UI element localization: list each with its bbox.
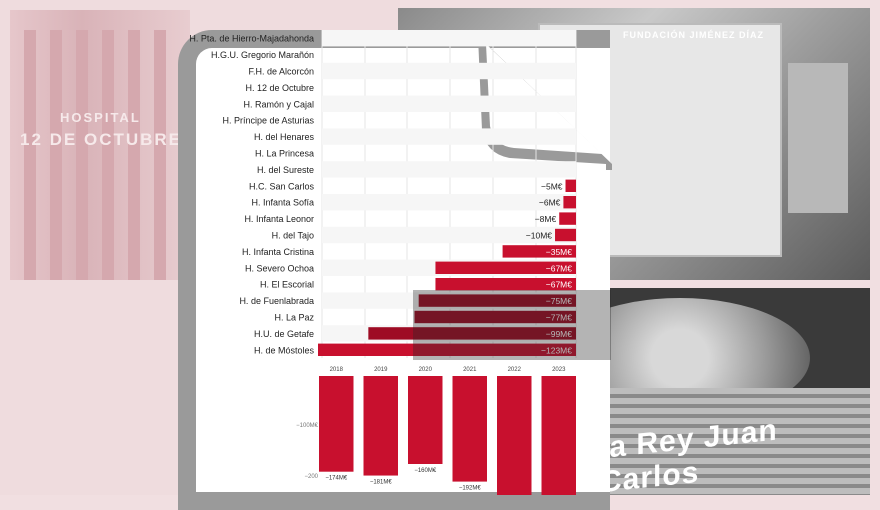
category-label-12: H. del Tajo <box>272 231 314 241</box>
value-label-16: −75M€ <box>546 296 572 306</box>
value-label-14: −67M€ <box>546 263 572 273</box>
hospital-12-octubre-photo: HOSPITAL 12 DE OCTUBRE <box>10 10 190 280</box>
year-value-label-2: −160M€ <box>414 468 437 474</box>
hospital-sign-line1: HOSPITAL <box>60 110 141 125</box>
row-band-0 <box>322 30 576 47</box>
y-tick-label-1: −200 <box>304 474 318 480</box>
row-band-8 <box>322 161 576 178</box>
year-bar-0 <box>319 376 354 472</box>
category-label-6: H. del Henares <box>254 132 315 142</box>
bar-17 <box>414 310 576 324</box>
row-band-6 <box>322 128 576 145</box>
rey-juan-carlos-photo: ia Rey Juan Carlos <box>570 288 870 495</box>
bar-19 <box>318 343 576 356</box>
value-label-11: −8M€ <box>535 214 557 224</box>
year-bar-3 <box>452 376 487 482</box>
value-label-9: −5M€ <box>541 181 563 191</box>
value-label-12: −10M€ <box>526 231 552 241</box>
building-sign: FUNDACIÓN JIMÉNEZ DÍAZ <box>623 30 764 40</box>
value-label-13: −35M€ <box>546 247 572 257</box>
category-label-17: H. La Paz <box>274 313 314 323</box>
year-value-label-3: −192M€ <box>459 486 482 492</box>
bar-14 <box>435 261 576 274</box>
category-label-16: H. de Fuenlabrada <box>239 296 314 306</box>
bar-11 <box>559 212 576 225</box>
chart-canvas: H. Pta. de Hierro-Majadahonda H.G.U. Greg… <box>189 30 577 495</box>
y-tick-label-0: −100M€ <box>296 423 319 429</box>
year-value-label-0: −174M€ <box>325 476 348 482</box>
category-label-0: H. Pta. de Hierro-Majadahonda <box>189 34 314 44</box>
year-bar-2 <box>408 376 443 464</box>
year-value-label-1: −181M€ <box>370 480 393 486</box>
category-label-9: H.C. San Carlos <box>249 181 315 191</box>
category-label-18: H.U. de Getafe <box>254 329 314 339</box>
side-building <box>788 63 848 213</box>
row-band-10 <box>322 194 576 211</box>
hospital-sign-line2: 12 DE OCTUBRE <box>20 130 183 149</box>
year-bar-1 <box>363 376 398 476</box>
hospital-facade <box>590 388 870 495</box>
value-label-17: −77M€ <box>546 313 572 323</box>
category-label-8: H. del Sureste <box>257 165 314 175</box>
bar-13 <box>502 245 576 258</box>
category-label-1: H.G.U. Gregorio Marañón <box>211 50 314 60</box>
image-overlay <box>413 290 611 360</box>
value-label-18: −99M€ <box>546 329 572 339</box>
category-label-15: H. El Escorial <box>260 280 314 290</box>
row-band-4 <box>322 95 576 112</box>
bar-12 <box>555 228 576 242</box>
category-label-2: F.H. de Alcorcón <box>248 67 314 77</box>
year-bar-4 <box>497 376 532 495</box>
category-label-10: H. Infanta Sofía <box>251 198 314 208</box>
category-label-7: H. La Princesa <box>255 149 314 159</box>
year-label-0: 2018 <box>330 367 344 373</box>
category-label-11: H. Infanta Leonor <box>244 214 314 224</box>
bar-16 <box>418 294 576 307</box>
category-label-13: H. Infanta Cristina <box>242 247 314 257</box>
value-label-15: −67M€ <box>546 280 572 290</box>
year-label-3: 2021 <box>463 367 477 373</box>
bar-18 <box>368 327 576 340</box>
bar-10 <box>563 196 576 209</box>
row-band-12 <box>322 226 576 244</box>
bar-9 <box>565 179 576 192</box>
year-label-5: 2023 <box>552 367 566 373</box>
category-label-3: H. 12 de Octubre <box>245 83 314 93</box>
bar-15 <box>435 278 576 291</box>
value-label-19: −123M€ <box>541 345 572 355</box>
year-label-4: 2022 <box>508 367 522 373</box>
category-label-4: H. Ramón y Cajal <box>243 99 314 109</box>
year-label-1: 2019 <box>374 367 388 373</box>
year-bar-5 <box>541 376 576 495</box>
category-label-19: H. de Móstoles <box>254 345 315 355</box>
category-label-14: H. Severo Ochoa <box>245 263 314 273</box>
value-label-10: −6M€ <box>539 198 561 208</box>
year-label-2: 2020 <box>419 367 433 373</box>
category-label-5: H. Príncipe de Asturias <box>222 116 314 126</box>
row-band-2 <box>322 62 576 80</box>
